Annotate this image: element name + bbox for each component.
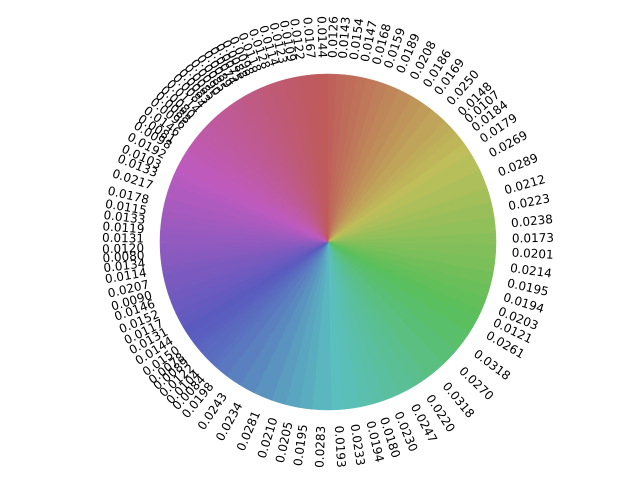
pie-slice-label-36: 0.0233 bbox=[348, 423, 368, 467]
pie-slice-label-59: 0.0114 bbox=[104, 265, 148, 286]
pie-slice-label-1: 0.0143 bbox=[336, 16, 353, 59]
pie-slice-label-0: 0.0126 bbox=[326, 16, 341, 58]
pie-slice-label-94: 0.0122 bbox=[287, 18, 307, 62]
pie-slice-label-22: 0.0214 bbox=[509, 261, 553, 281]
pie-slice-label-96: 0.0144 bbox=[314, 16, 329, 58]
pie-slice-label-39: 0.0195 bbox=[291, 423, 310, 466]
pie-slices bbox=[159, 73, 497, 411]
pie-slice-label-21: 0.0201 bbox=[511, 245, 554, 261]
pie-slice-label-2: 0.0154 bbox=[347, 17, 367, 61]
pie-slice-label-19: 0.0238 bbox=[510, 212, 553, 230]
pie-slice-label-61: 0.0080 bbox=[102, 248, 145, 265]
pie-slice-label-20: 0.0173 bbox=[512, 231, 554, 246]
pie-slice-label-65: 0.0133 bbox=[103, 208, 146, 227]
pie-slice-96 bbox=[317, 73, 329, 243]
pie-slice-label-37: 0.0193 bbox=[332, 425, 348, 468]
pie-slice-label-95: 0.0167 bbox=[300, 16, 318, 59]
pie-slice-label-62: 0.0120 bbox=[102, 241, 144, 256]
pie-slice-label-63: 0.0131 bbox=[102, 231, 144, 246]
pie-slice-label-60: 0.0134 bbox=[103, 256, 146, 275]
pie-slice-label-38: 0.0283 bbox=[313, 426, 329, 468]
pie-slice-label-64: 0.0119 bbox=[102, 219, 145, 236]
